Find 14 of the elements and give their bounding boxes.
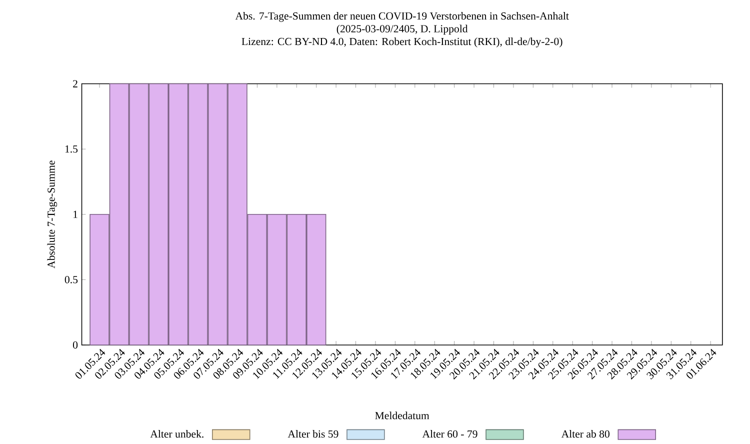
legend-label: Alter unbek. — [150, 430, 204, 438]
chart-subtitle: (2025-03-09/2405, D. Lippold — [336, 25, 468, 35]
y-tick-label: 1.5 — [65, 146, 78, 153]
chart-title: Abs. 7-Tage-Summen der neuen COVID-19 Verstorbenen in Sachsen-Anhalt — [235, 12, 569, 22]
x-axis-title: Meldedatum — [375, 412, 430, 420]
legend-label: Alter 60 - 79 — [422, 430, 478, 438]
y-axis-title: Absolute 7-Tage-Summe — [47, 160, 58, 269]
y-tick-label: 0.5 — [64, 276, 78, 284]
text: Lizenz: CC BY-ND 4.0, Daten: Robert Koch-Institut (RKI), dl-de/by-2-0) — [242, 38, 562, 48]
y-tick-label: 1 — [74, 211, 78, 218]
y-tick-label: 0 — [72, 342, 78, 349]
legend-label: Alter ab 80 — [561, 430, 610, 438]
y-tick-label: 2 — [73, 80, 78, 88]
legend-label: Alter bis 59 — [288, 430, 338, 438]
